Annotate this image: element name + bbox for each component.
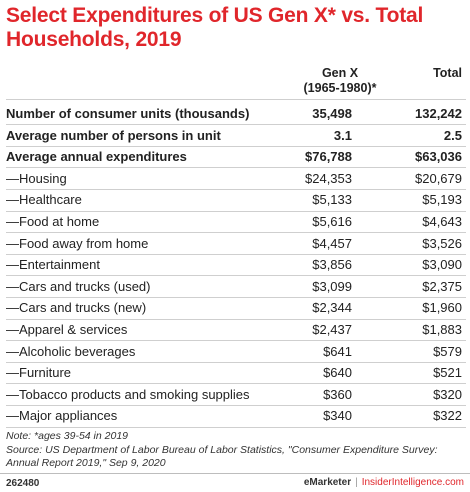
total-value: $1,883 (422, 322, 462, 337)
column-header-genx: Gen X (1965-1980)* (294, 66, 386, 96)
genx-value: $641 (323, 343, 352, 359)
row-divider (6, 340, 466, 342)
total-value: $2,375 (422, 278, 462, 294)
row-label: —Furniture (6, 365, 72, 381)
table-row: —Food at home $5,616 $4,643 (6, 211, 466, 233)
column-header-genx-line2: (1965-1980)* (303, 81, 377, 95)
total-value: 132,242 (415, 106, 462, 121)
row-divider (6, 296, 466, 298)
row-label: —Food at home (6, 214, 100, 229)
row-label: —Entertainment (6, 257, 100, 273)
row-label: —Food away from home (6, 235, 149, 251)
row-label: —Healthcare (6, 192, 82, 208)
genx-value: $5,133 (312, 192, 352, 208)
genx-value: $2,437 (312, 322, 352, 337)
genx-value: $3,856 (312, 257, 352, 273)
table-row: —Alcoholic beverages $641 $579 (6, 341, 466, 363)
total-value: $521 (433, 365, 462, 381)
table-row: —Food away from home $4,457 $3,526 (6, 233, 466, 255)
total-value: $20,679 (415, 170, 462, 186)
row-label: —Cars and trucks (used) (6, 278, 151, 294)
row-divider (6, 232, 466, 234)
genx-value: $5,616 (312, 214, 352, 229)
row-divider (6, 361, 466, 363)
note-line: Note: *ages 39-54 in 2019 (6, 430, 129, 442)
chart-id: 262480 (6, 478, 40, 489)
brand-emarketer: eMarketer (303, 477, 352, 488)
genx-value: $76,788 (305, 149, 352, 165)
column-header-genx-line1: Gen X (321, 66, 359, 80)
row-divider (6, 404, 466, 406)
genx-value: 35,498 (312, 106, 352, 121)
column-header-total: Total (433, 66, 462, 80)
row-divider (6, 99, 466, 100)
table-row: —Furniture $640 $521 (6, 362, 466, 384)
row-divider (6, 426, 466, 428)
row-label: Average number of persons in unit (6, 127, 221, 143)
genx-value: $360 (323, 386, 352, 402)
chart-title: Select Expenditures of US Gen X* vs. Tot… (6, 4, 424, 51)
source-note: Note: *ages 39-54 in 2019 Source: US Dep… (6, 430, 466, 471)
total-value: $4,643 (422, 214, 462, 229)
row-divider (6, 275, 466, 277)
brand-insider-intelligence: InsiderIntelligence.com (361, 477, 464, 488)
table-row: Number of consumer units (thousands) 35,4… (6, 103, 466, 125)
row-divider (6, 318, 466, 320)
row-label: Number of consumer units (thousands) (6, 106, 250, 121)
row-label: —Cars and trucks (new) (6, 300, 147, 316)
row-divider (6, 210, 466, 212)
table-row: —Apparel & services $2,437 $1,883 (6, 319, 466, 341)
source-line: Source: US Department of Labor Bureau of… (6, 443, 438, 470)
table-row: —Healthcare $5,133 $5,193 (6, 189, 466, 211)
table-row: —Entertainment $3,856 $3,090 (6, 254, 466, 276)
total-value: $3,090 (422, 257, 462, 273)
brand-separator: | (355, 477, 358, 488)
row-label: —Alcoholic beverages (6, 343, 136, 359)
total-value: $320 (433, 386, 462, 402)
row-label: —Housing (6, 170, 67, 186)
genx-value: $640 (323, 365, 352, 381)
row-divider (6, 145, 466, 147)
row-divider (6, 253, 466, 255)
row-divider (6, 188, 466, 190)
footer-brand: eMarketer | InsiderIntelligence.com (304, 477, 464, 488)
genx-value: $2,344 (312, 300, 352, 316)
genx-value: 3.1 (333, 127, 352, 143)
row-divider (6, 124, 466, 126)
total-value: $3,526 (422, 235, 462, 251)
table-row: —Tobacco products and smoking supplies $3… (6, 384, 466, 406)
table-row: —Housing $24,353 $20,679 (6, 168, 466, 190)
row-divider (6, 167, 466, 169)
total-value: $63,036 (415, 149, 462, 165)
footer-divider (0, 473, 470, 474)
row-label: —Tobacco products and smoking supplies (6, 386, 250, 402)
genx-value: $3,099 (312, 278, 352, 294)
row-divider (6, 383, 466, 385)
total-value: $1,960 (422, 300, 462, 316)
total-value: 2.5 (443, 127, 462, 143)
genx-value: $24,353 (305, 170, 352, 186)
table-row: —Cars and trucks (new) $2,344 $1,960 (6, 297, 466, 319)
row-label: —Apparel & services (6, 322, 128, 337)
total-value: $5,193 (422, 192, 462, 208)
row-label: —Major appliances (6, 408, 118, 424)
genx-value: $4,457 (312, 235, 352, 251)
table-row: —Major appliances $340 $322 (6, 405, 466, 427)
total-value: $322 (433, 408, 462, 424)
table-row: Average annual expenditures $76,788 $63,03… (6, 146, 466, 168)
genx-value: $340 (323, 408, 352, 424)
total-value: $579 (433, 343, 462, 359)
row-label: Average annual expenditures (6, 149, 187, 165)
table-row: Average number of persons in unit 3.1 2.5 (6, 125, 466, 147)
table-row: —Cars and trucks (used) $3,099 $2,375 (6, 276, 466, 298)
